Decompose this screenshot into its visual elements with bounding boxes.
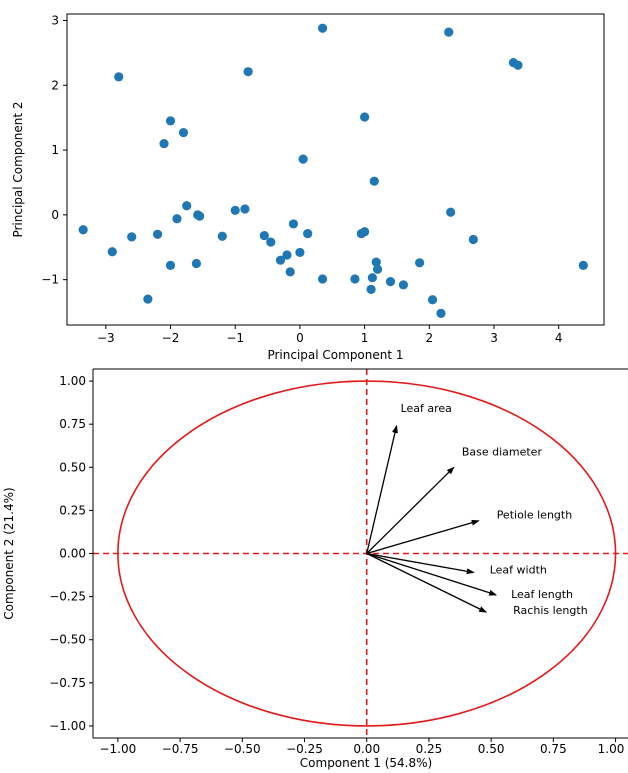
data-point (513, 60, 523, 70)
data-point (152, 229, 163, 239)
data-point (578, 260, 588, 270)
x-tick-label: −1 (226, 331, 244, 345)
x-tick-label: −0.50 (224, 742, 261, 756)
data-point (369, 176, 379, 186)
data-point (288, 219, 299, 229)
loading-vector-arrow (366, 466, 455, 554)
data-point (350, 274, 360, 284)
data-point (127, 232, 137, 242)
y-tick-label: −0.25 (49, 590, 86, 604)
data-point (468, 234, 478, 245)
data-point (367, 273, 377, 283)
data-point (259, 230, 269, 241)
loading-vector-label: Leaf area (401, 402, 452, 415)
data-point (195, 211, 205, 221)
y-tick-label: 1 (51, 143, 59, 157)
data-point (298, 154, 308, 164)
x-tick-label: −3 (97, 331, 115, 345)
data-point (385, 276, 396, 287)
x-tick-label: 3 (490, 331, 498, 345)
x-tick-label: 0 (296, 331, 304, 345)
y-tick-label: −0.75 (49, 676, 86, 690)
data-point (415, 258, 425, 268)
data-point (217, 231, 227, 241)
y-tick-label: −1 (41, 273, 59, 287)
data-point (143, 294, 153, 304)
y-tick-label: −1.00 (49, 719, 86, 733)
y-tick-label: −0.50 (49, 633, 86, 647)
biplot: Leaf area Base diameter Petiole length Leaf… (2, 368, 628, 770)
data-point (243, 67, 253, 77)
y-axis-label: Principal Component 2 (11, 101, 25, 237)
x-tick-label: 0.50 (478, 742, 505, 756)
data-point (444, 27, 454, 37)
data-point (372, 264, 383, 274)
data-point (427, 295, 438, 305)
data-point (275, 255, 286, 265)
data-point (360, 112, 370, 122)
data-point (446, 207, 456, 217)
y-tick-label: 3 (51, 13, 59, 27)
loading-vector-arrow (366, 519, 480, 555)
data-point (303, 229, 313, 239)
x-tick-label: −0.75 (162, 742, 199, 756)
x-tick-label: −1.00 (99, 742, 136, 756)
x-tick-label: 0.00 (353, 742, 380, 756)
data-point (266, 237, 276, 247)
x-tick-label: 4 (555, 331, 563, 345)
data-point (317, 23, 328, 33)
data-point (230, 205, 240, 215)
x-tick-label: −2 (162, 331, 180, 345)
data-point (282, 250, 292, 260)
data-point (191, 258, 201, 269)
y-axis-label: Component 2 (21.4%) (2, 487, 16, 619)
data-point (178, 127, 189, 138)
data-point (295, 247, 305, 258)
scatter-plot: −3 −2 −1 0 1 2 3 4 −1 0 1 2 3 Principal Component 1 Pr… (11, 13, 605, 362)
loading-vector-label: Leaf length (511, 588, 573, 601)
loading-vector-arrow (366, 424, 398, 554)
plot-frame (66, 13, 605, 326)
data-point (360, 227, 370, 237)
loading-vector-arrow (366, 552, 498, 596)
x-tick-label: −0.25 (286, 742, 323, 756)
x-tick-label: 0.75 (540, 742, 567, 756)
data-point (172, 214, 182, 224)
loading-vector-label: Leaf width (490, 563, 547, 576)
y-tick-label: 0.50 (59, 460, 86, 474)
y-tick-label: 0.25 (59, 503, 86, 517)
data-point (182, 201, 192, 211)
data-point (398, 280, 409, 290)
loading-vector-arrow (366, 552, 488, 613)
data-point (366, 284, 376, 294)
data-point (165, 116, 176, 126)
data-point (78, 225, 88, 235)
x-tick-label: 1.00 (598, 742, 625, 756)
data-point (371, 257, 381, 267)
data-point (285, 267, 295, 277)
y-tick-label: 0.75 (59, 417, 86, 431)
loading-vector-arrow (366, 552, 475, 575)
x-axis-label: Principal Component 1 (267, 348, 403, 362)
y-tick-label: 0.00 (59, 547, 86, 561)
data-point (159, 138, 169, 149)
data-point (436, 308, 446, 318)
y-tick-label: 0 (51, 208, 59, 222)
y-tick-label: 2 (51, 78, 59, 92)
data-point (114, 72, 124, 82)
loading-vector-label: Petiole length (497, 509, 573, 522)
data-point (107, 247, 117, 257)
loading-vector-label: Rachis length (513, 604, 588, 617)
y-tick-label: 1.00 (59, 374, 86, 388)
x-tick-label: 0.25 (416, 742, 443, 756)
data-point (240, 204, 250, 214)
x-tick-label: 1 (361, 331, 369, 345)
x-axis-label: Component 1 (54.8%) (300, 756, 432, 770)
data-point (317, 274, 328, 284)
loading-vector-label: Base diameter (462, 445, 543, 458)
x-tick-label: 2 (425, 331, 433, 345)
data-point (165, 260, 176, 270)
